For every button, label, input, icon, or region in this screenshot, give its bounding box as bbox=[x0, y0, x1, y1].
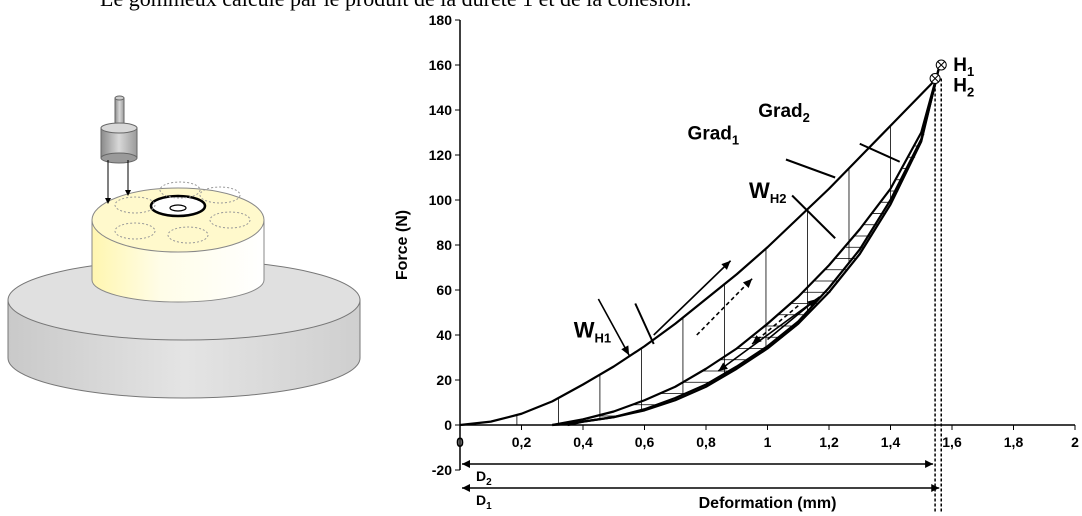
grad2-leader bbox=[859, 142, 901, 163]
wh2-leader bbox=[791, 194, 836, 239]
x-tick-label: 1,2 bbox=[819, 434, 839, 450]
d2-label: D2 bbox=[476, 468, 492, 488]
grad2-label: Grad2 bbox=[758, 101, 810, 125]
x-tick-labels: 0 0,2 0,4 0,6 0,8 1 1,2 1,4 1,6 1,8 2 bbox=[456, 425, 1079, 450]
sample-cylinder bbox=[91, 181, 265, 303]
wh2-arrow-head bbox=[807, 299, 817, 308]
loading-arrow bbox=[653, 260, 732, 336]
d1-dimension-head-left bbox=[462, 484, 470, 492]
x-tick-label: 1,4 bbox=[881, 434, 901, 450]
d1-label: D1 bbox=[476, 492, 492, 512]
unloading-arrow bbox=[751, 305, 799, 345]
second-loading-arrow-head bbox=[742, 278, 753, 288]
y-tick-label: 80 bbox=[436, 237, 452, 253]
first-unloading-arrow-head bbox=[718, 362, 728, 371]
y-tick-label: 160 bbox=[429, 57, 453, 73]
series-line bbox=[552, 78, 938, 427]
curves bbox=[459, 64, 941, 427]
y-tick-label: -20 bbox=[432, 462, 452, 478]
x-tick-label: 1,8 bbox=[1004, 434, 1024, 450]
y-tick-labels: -20 0 20 40 60 80 100 120 140 160 180 bbox=[429, 12, 460, 478]
wh2-label: WH2 bbox=[749, 178, 786, 206]
x-tick-label: 0,8 bbox=[696, 434, 716, 450]
series-line bbox=[459, 77, 938, 427]
second-loading-arrow bbox=[696, 278, 753, 336]
x-tick-label: 1,6 bbox=[942, 434, 962, 450]
h2-label: H2 bbox=[953, 75, 974, 99]
y-tick-label: 100 bbox=[429, 192, 453, 208]
dashed-vertical-lines bbox=[934, 78, 942, 512]
loading-arrow-head bbox=[721, 260, 731, 270]
y-tick-label: 120 bbox=[429, 147, 453, 163]
deformation-dimension-lines bbox=[462, 460, 940, 492]
y-tick-label: 180 bbox=[429, 12, 453, 28]
wh1-arrow bbox=[597, 298, 630, 356]
y-tick-label: 0 bbox=[444, 417, 452, 433]
first-unloading-arrow bbox=[717, 296, 821, 372]
d1-dimension-head-right bbox=[931, 484, 940, 492]
grad1-leader bbox=[785, 158, 836, 179]
caption-text: Le gommeux calculé par le produit de la … bbox=[100, 0, 691, 12]
d2-dimension-head-left bbox=[462, 460, 470, 468]
wh2-arrow bbox=[766, 298, 818, 341]
series-line bbox=[567, 64, 941, 427]
axes: 0 0,2 0,4 0,6 0,8 1 1,2 1,4 1,6 1,8 2 -20020406080… bbox=[394, 12, 1079, 512]
x-tick-label: 0 bbox=[456, 434, 464, 450]
texture-analyzer-illustration bbox=[7, 95, 361, 399]
peak-markers bbox=[929, 59, 947, 84]
x-tick-label: 0,2 bbox=[512, 434, 532, 450]
y-tick-label: 20 bbox=[436, 372, 452, 388]
annotations: H1 H2 Grad1 Grad2 WH1 WH2 D2 D1 bbox=[476, 55, 974, 512]
y-tick-label: 40 bbox=[436, 327, 452, 343]
marker-cross bbox=[937, 61, 946, 69]
x-axis-label: Deformation (mm) bbox=[699, 495, 837, 512]
wh1-arrow-head bbox=[621, 345, 630, 356]
direction-arrows bbox=[597, 142, 901, 372]
y-tick-label: 140 bbox=[429, 102, 453, 118]
probe bbox=[100, 95, 138, 204]
wh1-label: WH1 bbox=[574, 317, 611, 345]
h1-label: H1 bbox=[953, 55, 974, 79]
x-tick-label: 1 bbox=[764, 434, 772, 450]
wh1-leader bbox=[634, 303, 655, 345]
d2-dimension-head-right bbox=[925, 460, 934, 468]
series-line bbox=[552, 64, 941, 427]
grad1-label: Grad1 bbox=[688, 123, 740, 147]
x-tick-label: 0,4 bbox=[573, 434, 593, 450]
x-tick-label: 2 bbox=[1071, 434, 1079, 450]
x-tick-label: 0,6 bbox=[635, 434, 655, 450]
y-tick-label: 60 bbox=[436, 282, 452, 298]
y-axis-label: Force (N) bbox=[394, 210, 411, 280]
marker-cross bbox=[931, 74, 939, 83]
